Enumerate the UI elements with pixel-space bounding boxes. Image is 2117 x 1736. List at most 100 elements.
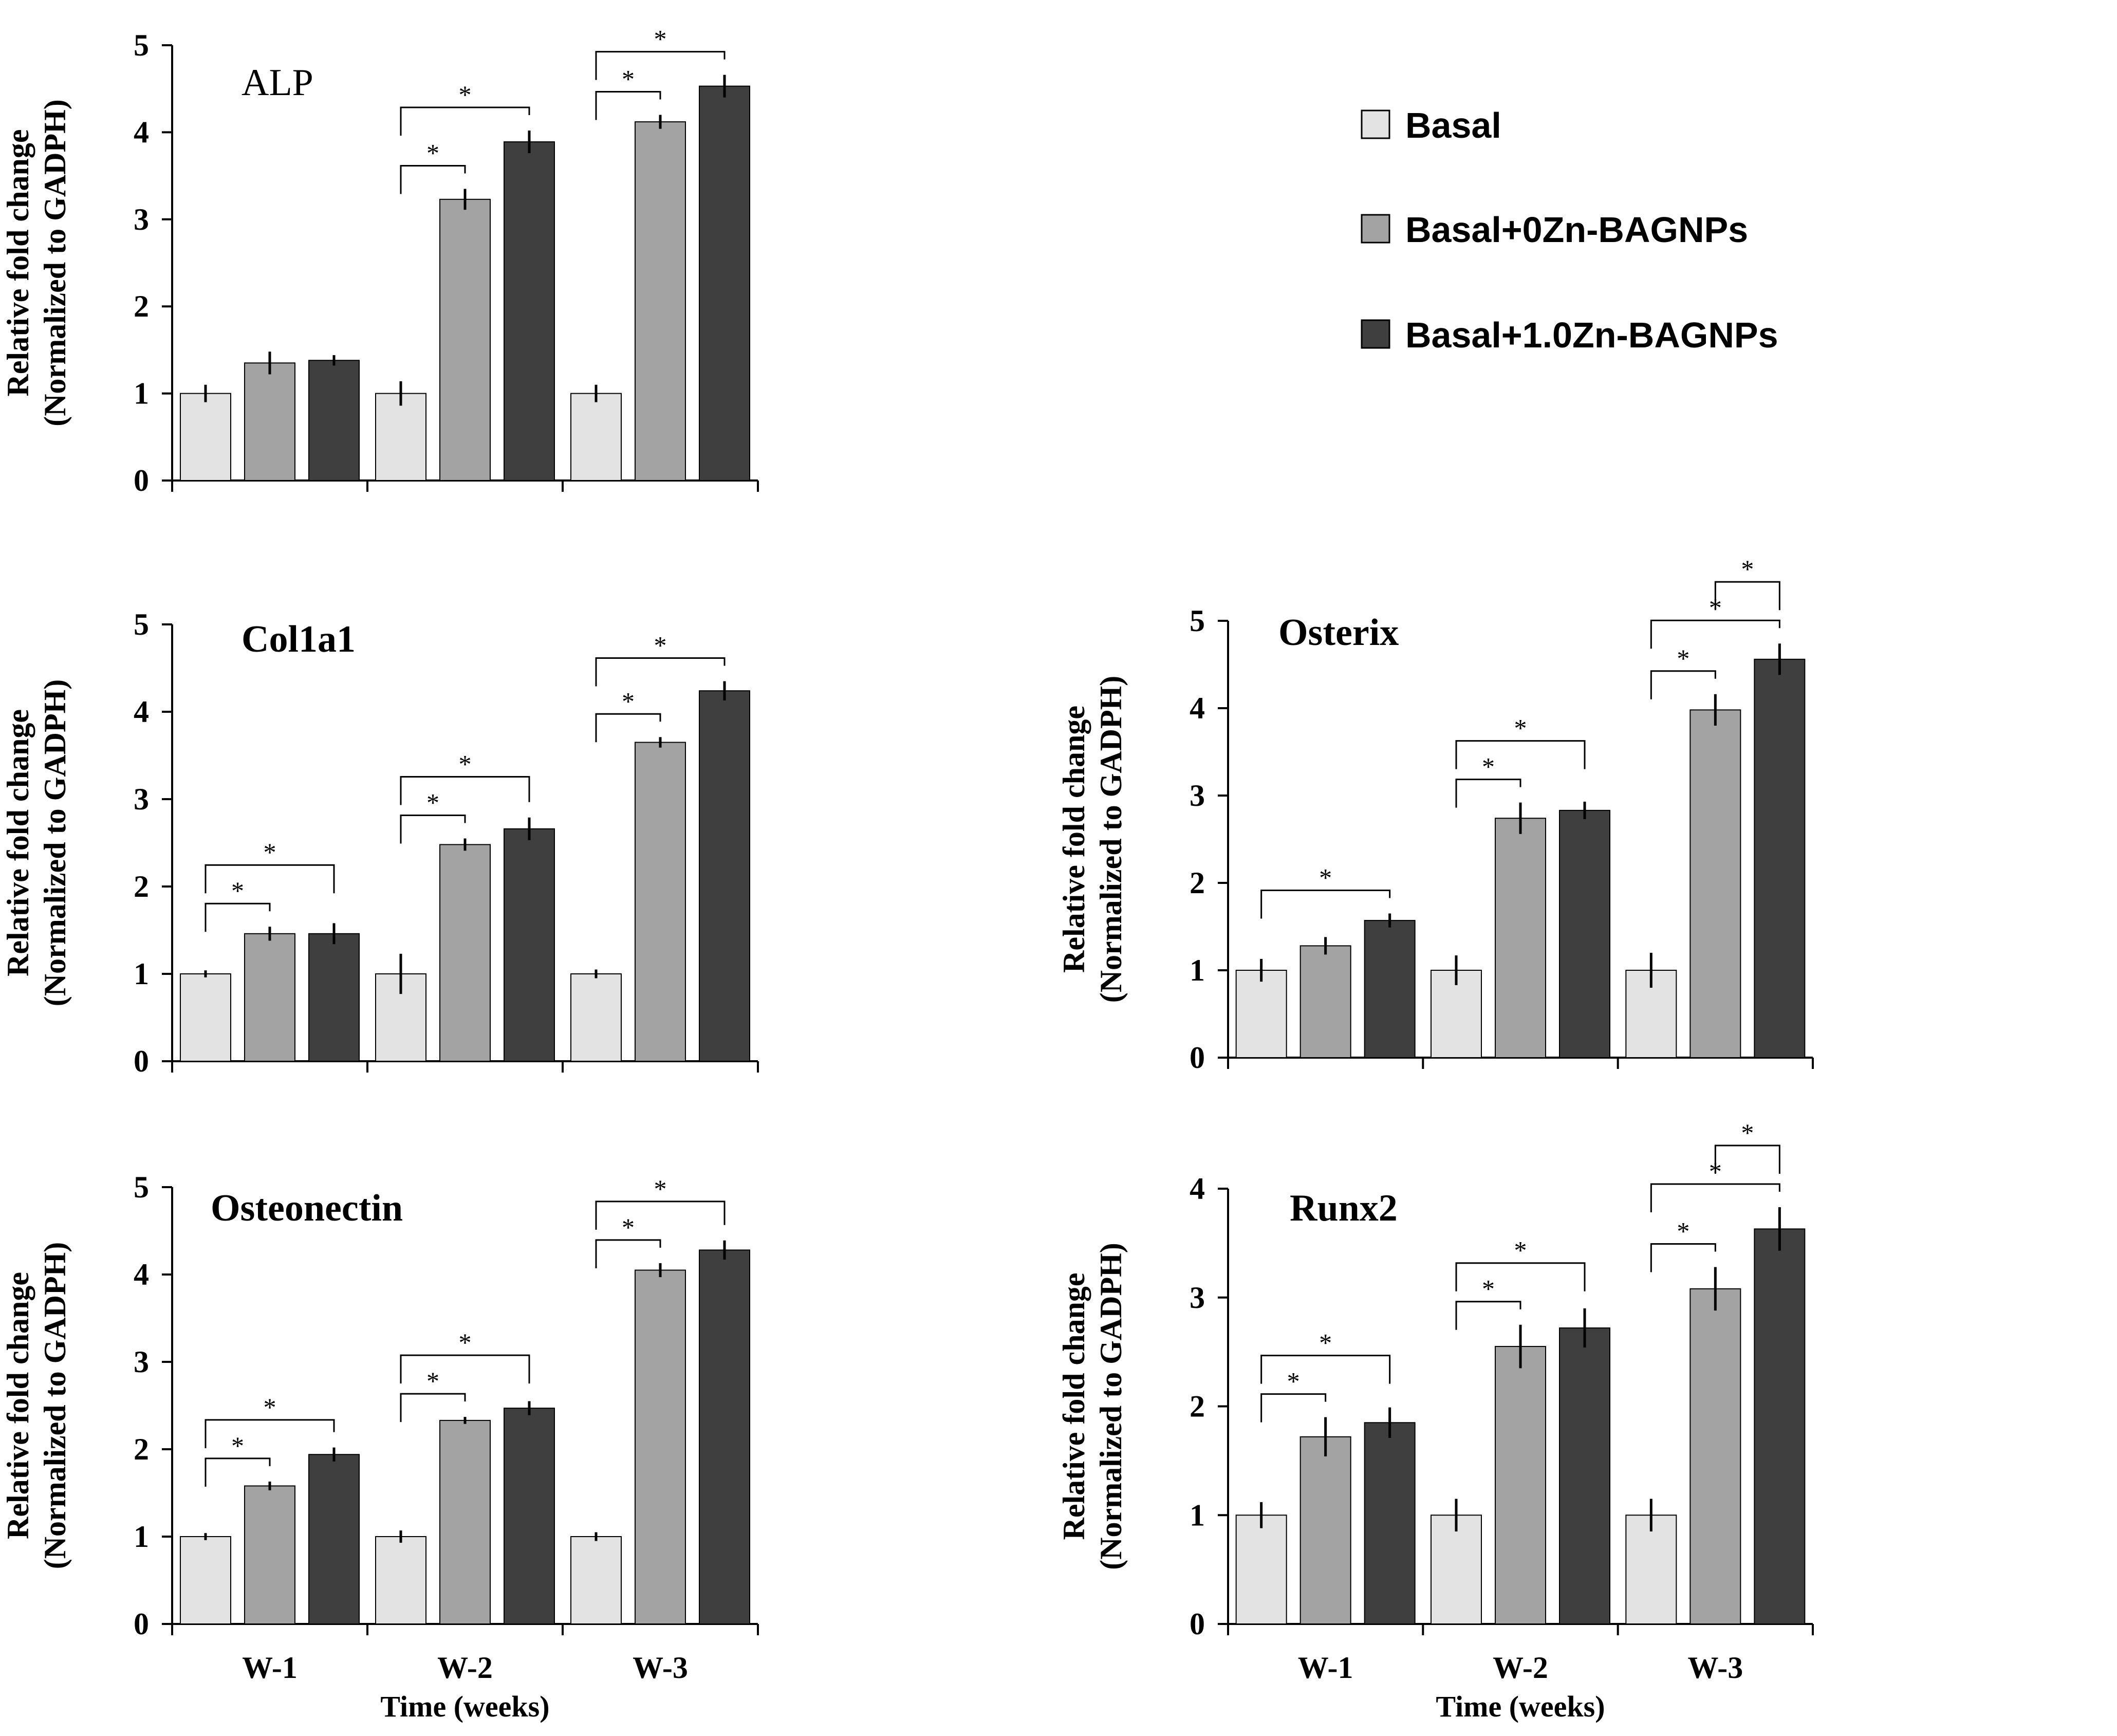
significance-bracket: *: [400, 788, 466, 844]
significance-star: *: [459, 750, 472, 779]
significance-star: *: [622, 687, 635, 715]
bar-basal-1zn-w2: [504, 1408, 555, 1625]
bar-basal-1zn-w2: [504, 828, 555, 1062]
y-axis-label-line: Relative fold change: [1, 709, 35, 976]
significance-star: *: [1514, 714, 1527, 743]
significance-star: *: [231, 1431, 244, 1460]
x-tick-label-w1: W-1: [1298, 1651, 1353, 1685]
significance-star: *: [426, 139, 439, 168]
x-tick-label-w3: W-3: [633, 1651, 688, 1685]
bar-basal-0zn-w1: [1299, 945, 1351, 1059]
bar-basal-0zn-w1: [244, 933, 295, 1062]
bar-basal-0zn-w3: [635, 742, 686, 1062]
bar-basal-w3: [570, 1536, 622, 1624]
panel-osteonectin: 0 1 2 3 4 5 Relative fold change (Normalized to…: [1, 1170, 759, 1723]
legend-item-basal-0zn: Basal+0Zn-BAGNPs: [1361, 210, 1748, 250]
significance-star: *: [622, 65, 635, 94]
significance-line: [1455, 1262, 1586, 1291]
y-tick-label: 3: [134, 202, 149, 236]
y-tick-label: 3: [1190, 1281, 1205, 1315]
bar-basal-1zn-w3: [699, 1249, 750, 1624]
bar-basal-w2: [375, 393, 426, 481]
significance-bracket: *: [205, 838, 335, 894]
bar-basal-w3: [1625, 1515, 1677, 1624]
bar-basal-0zn-w2: [439, 198, 491, 481]
x-tick-label-w2: W-2: [437, 1651, 493, 1685]
bar-basal-0zn-w2: [1495, 1346, 1546, 1625]
significance-line: [595, 51, 726, 80]
bar-basal-w1: [180, 1536, 231, 1624]
y-axis-label: Relative fold change (Normalized to GADPH…: [1057, 676, 1128, 1003]
y-tick-label: 5: [134, 607, 149, 641]
significance-star: *: [1319, 863, 1332, 892]
significance-bracket: *: [1455, 1236, 1586, 1291]
legend: Basal Basal+0Zn-BAGNPs Basal+1.0Zn-BAGNP…: [1361, 105, 1778, 355]
significance-line: [1455, 740, 1586, 769]
significance-star: *: [654, 1174, 667, 1203]
significance-line: [595, 1239, 661, 1268]
y-tick-label: 0: [134, 1607, 149, 1641]
y-tick-label: 2: [1190, 866, 1205, 900]
significance-star: *: [1482, 1275, 1495, 1303]
significance-bracket: *: [1650, 1216, 1716, 1272]
y-tick-label: 3: [134, 1345, 149, 1379]
significance-bracket: *: [1455, 1275, 1521, 1330]
significance-star: *: [1287, 1367, 1300, 1396]
significance-line: [205, 1419, 335, 1448]
significance-line: [1455, 1301, 1521, 1330]
significance-star: *: [426, 1366, 439, 1395]
y-tick-label: 0: [1190, 1607, 1205, 1641]
significance-line: [1714, 581, 1780, 611]
significance-bracket: *: [595, 1174, 726, 1230]
panel-title: ALP: [242, 62, 313, 104]
significance-star: *: [1741, 555, 1754, 583]
significance-star: *: [1514, 1236, 1527, 1265]
significance-line: [1650, 1183, 1780, 1212]
y-axis-label: Relative fold change (Normalized to GADPH…: [1, 99, 72, 427]
panel-col1a1: 0 1 2 3 4 5 Relative fold change (Normalized to…: [1, 607, 759, 1078]
y-tick-label: 4: [134, 695, 149, 729]
significance-line: [400, 815, 466, 844]
y-tick-label: 2: [134, 1432, 149, 1466]
y-tick-label: 4: [134, 1258, 149, 1291]
significance-bracket: *: [595, 1213, 661, 1268]
y-tick-label: 3: [134, 782, 149, 816]
legend-label-basal: Basal: [1405, 105, 1501, 145]
bar-basal-1zn-w1: [1364, 920, 1416, 1058]
significance-star: *: [1677, 644, 1689, 673]
legend-item-basal-1zn: Basal+1.0Zn-BAGNPs: [1361, 315, 1778, 355]
bar-basal-1zn-w1: [1364, 1422, 1416, 1624]
significance-bracket: *: [595, 25, 726, 80]
y-axis-label-line: Relative fold change: [1057, 1273, 1091, 1540]
significance-star: *: [459, 80, 472, 109]
significance-line: [205, 1457, 271, 1487]
significance-line: [1260, 1355, 1391, 1384]
bar-basal-w3: [570, 973, 622, 1062]
x-tick-label-w3: W-3: [1687, 1651, 1743, 1685]
significance-line: [1455, 779, 1521, 808]
significance-bracket: *: [400, 139, 466, 194]
significance-bracket: *: [1650, 644, 1716, 699]
significance-bracket: *: [595, 687, 661, 743]
bar-basal-0zn-w3: [1689, 709, 1741, 1058]
significance-line: [1260, 890, 1391, 919]
significance-star: *: [1741, 1118, 1754, 1147]
bar-basal-0zn-w1: [244, 1485, 295, 1624]
y-tick-label: 2: [134, 870, 149, 903]
x-tick-label-w1: W-1: [242, 1651, 298, 1685]
significance-star: *: [264, 1393, 276, 1421]
significance-line: [1260, 1393, 1327, 1423]
significance-bracket: *: [1260, 863, 1391, 919]
significance-star: *: [231, 876, 244, 905]
y-axis-label: Relative fold change (Normalized to GADPH…: [1057, 1243, 1128, 1570]
significance-line: [400, 1354, 530, 1384]
x-tick-label-w2: W-2: [1493, 1651, 1548, 1685]
significance-bracket: *: [205, 876, 271, 932]
y-tick-label: 1: [134, 1520, 149, 1554]
significance-bracket: *: [1455, 752, 1521, 808]
bar-basal-1zn-w1: [308, 360, 360, 482]
y-axis-label-line: (Normalized to GADPH): [1094, 1243, 1128, 1570]
significance-line: [400, 106, 530, 136]
significance-star: *: [654, 631, 667, 660]
significance-bracket: *: [400, 750, 530, 805]
